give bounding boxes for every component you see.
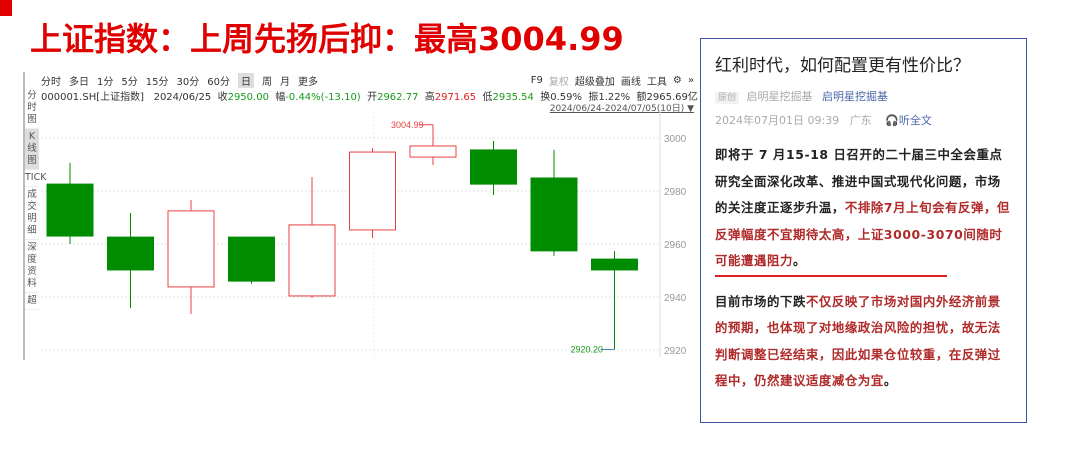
- text: 。: [883, 373, 897, 388]
- amplitude: 振1.22%: [588, 92, 631, 103]
- headphones-icon: 🎧: [885, 114, 899, 127]
- period-tab[interactable]: 更多: [297, 76, 318, 88]
- side-tab[interactable]: 分时图: [25, 88, 39, 129]
- article-card: 红利时代，如何配置更有性价比？ 原创 启明星挖掘基 启明星挖掘基 2024年07…: [700, 38, 1027, 423]
- quote-date: 2024/06/25: [153, 92, 212, 103]
- adjust-button[interactable]: 复权: [548, 76, 569, 88]
- period-tab[interactable]: 30分: [176, 76, 200, 88]
- candle-body: [470, 149, 517, 185]
- low-label: 低: [482, 92, 493, 103]
- min-label: 2920.20: [571, 344, 604, 354]
- close-value: 2950.00: [227, 92, 269, 103]
- expand-icon[interactable]: »: [687, 74, 694, 86]
- location: 广东: [849, 114, 872, 127]
- paragraph-2: 目前市场的下跌不仅反映了市场对国内外经济前景的预期，也体现了对地缘政治风险的担忧…: [715, 289, 1012, 395]
- article-meta: 2024年07月01日 09:39 广东 🎧听全文: [715, 112, 1012, 128]
- period-tab[interactable]: 周: [261, 76, 272, 88]
- period-tab[interactable]: 1分: [97, 76, 114, 88]
- publish-time: 2024年07月01日 09:39: [715, 114, 840, 127]
- side-tab[interactable]: TICK: [25, 170, 46, 187]
- high-value: 2971.65: [434, 92, 477, 103]
- account-link[interactable]: 启明星挖掘基: [822, 90, 889, 103]
- turnover: 换0.59%: [540, 92, 583, 103]
- period-tab[interactable]: 多日: [69, 76, 89, 88]
- candle-body: [46, 183, 94, 237]
- article-title: 红利时代，如何配置更有性价比？: [715, 56, 970, 76]
- text: 。: [792, 253, 806, 268]
- candlestick-chart: 3000 2980 2960 2940 2920 3004.99 2920.20: [41, 112, 687, 357]
- side-tabs: 分时图 K线图 TICK 成交明细 深度资料 超: [25, 88, 46, 310]
- candle-body: [167, 210, 215, 288]
- candle-body: [349, 151, 396, 231]
- text: 即将于 7 月15-18 日召开的二十届三中全会重点研究全面深化改革、推进中国式…: [715, 147, 1003, 215]
- open-label: 开: [367, 92, 378, 103]
- y-tick-label: 2920: [664, 346, 687, 357]
- high-label: 高: [424, 92, 435, 103]
- listen-label: 听全文: [898, 114, 932, 127]
- change-value: -0.44%(-13.10): [285, 92, 361, 103]
- period-toolbar: 分时 多日 1分 5分 15分 30分 60分 日 周 月 更多: [25, 72, 700, 88]
- accent-bar: [0, 0, 12, 16]
- period-tab[interactable]: 5分: [121, 76, 138, 88]
- y-tick-label: 3000: [664, 134, 687, 145]
- headline: 上证指数：上周先扬后抑：最高3004.99: [30, 20, 624, 58]
- draw-button[interactable]: 画线: [620, 76, 641, 88]
- max-label: 3004.99: [391, 120, 424, 130]
- tools-button[interactable]: 工具: [646, 76, 667, 88]
- period-tab[interactable]: 60分: [207, 76, 230, 88]
- date-range: 2024/06/24-2024/07/05(10日): [549, 104, 685, 114]
- highlight-text: 不排除7月上旬会有反弹，但反弹幅度不宜期待太高，上证3000-3070间随时可能…: [715, 200, 1011, 268]
- period-tab-selected[interactable]: 日: [237, 72, 254, 88]
- period-tab[interactable]: 月: [279, 76, 290, 88]
- f9-button[interactable]: F9: [530, 74, 543, 86]
- candle-body: [409, 145, 457, 158]
- overlay-button[interactable]: 超级叠加: [574, 76, 615, 88]
- paragraph-1: 即将于 7 月15-18 日召开的二十届三中全会重点研究全面深化改革、推进中国式…: [715, 142, 1012, 277]
- candle-body: [228, 236, 275, 282]
- index-code: 000001.SH[上证指数]: [41, 92, 145, 103]
- y-tick-label: 2980: [664, 187, 687, 198]
- period-tab[interactable]: 分时: [41, 76, 61, 88]
- candle-body: [288, 224, 336, 297]
- candle-body: [107, 236, 154, 271]
- date-range-selector[interactable]: 2024/06/24-2024/07/05(10日) ▼: [549, 104, 694, 114]
- low-value: 2935.54: [492, 92, 534, 103]
- quote-info: 000001.SH[上证指数] 2024/06/25 收2950.00 幅-0.…: [41, 88, 698, 103]
- side-tab[interactable]: 成交明细: [25, 187, 39, 240]
- close-label: 收: [217, 92, 228, 103]
- highlight-text: 不仅反映了市场对国内外经济前景的预期，也体现了对地缘政治风险的担忧，故无法判断调…: [715, 293, 1001, 389]
- side-tab[interactable]: 超: [25, 293, 39, 310]
- change-label: 幅: [275, 92, 286, 103]
- y-tick-label: 2940: [664, 293, 687, 304]
- candle-body: [530, 177, 578, 252]
- side-tab-selected[interactable]: K线图: [25, 129, 39, 170]
- article-byline: 原创 启明星挖掘基 启明星挖掘基: [715, 88, 1012, 104]
- kline-panel: 分时 多日 1分 5分 15分 30分 60分 日 周 月 更多 F9 复权 超…: [23, 72, 700, 360]
- gear-icon[interactable]: ⚙: [672, 74, 682, 86]
- original-tag: 原创: [715, 92, 740, 104]
- y-tick-label: 2960: [664, 240, 687, 251]
- open-value: 2962.77: [377, 92, 419, 103]
- period-tab[interactable]: 15分: [145, 76, 169, 88]
- candle-body: [591, 258, 638, 271]
- author: 启明星挖掘基: [746, 90, 813, 103]
- red-underline: [715, 275, 947, 277]
- tool-toolbar: F9 复权 超级叠加 画线 工具 ⚙ »: [531, 72, 694, 88]
- listen-button[interactable]: 🎧听全文: [885, 114, 932, 127]
- amount: 额2965.69亿: [636, 92, 698, 103]
- text: 目前市场的下跌: [715, 293, 806, 309]
- side-tab[interactable]: 深度资料: [25, 240, 39, 293]
